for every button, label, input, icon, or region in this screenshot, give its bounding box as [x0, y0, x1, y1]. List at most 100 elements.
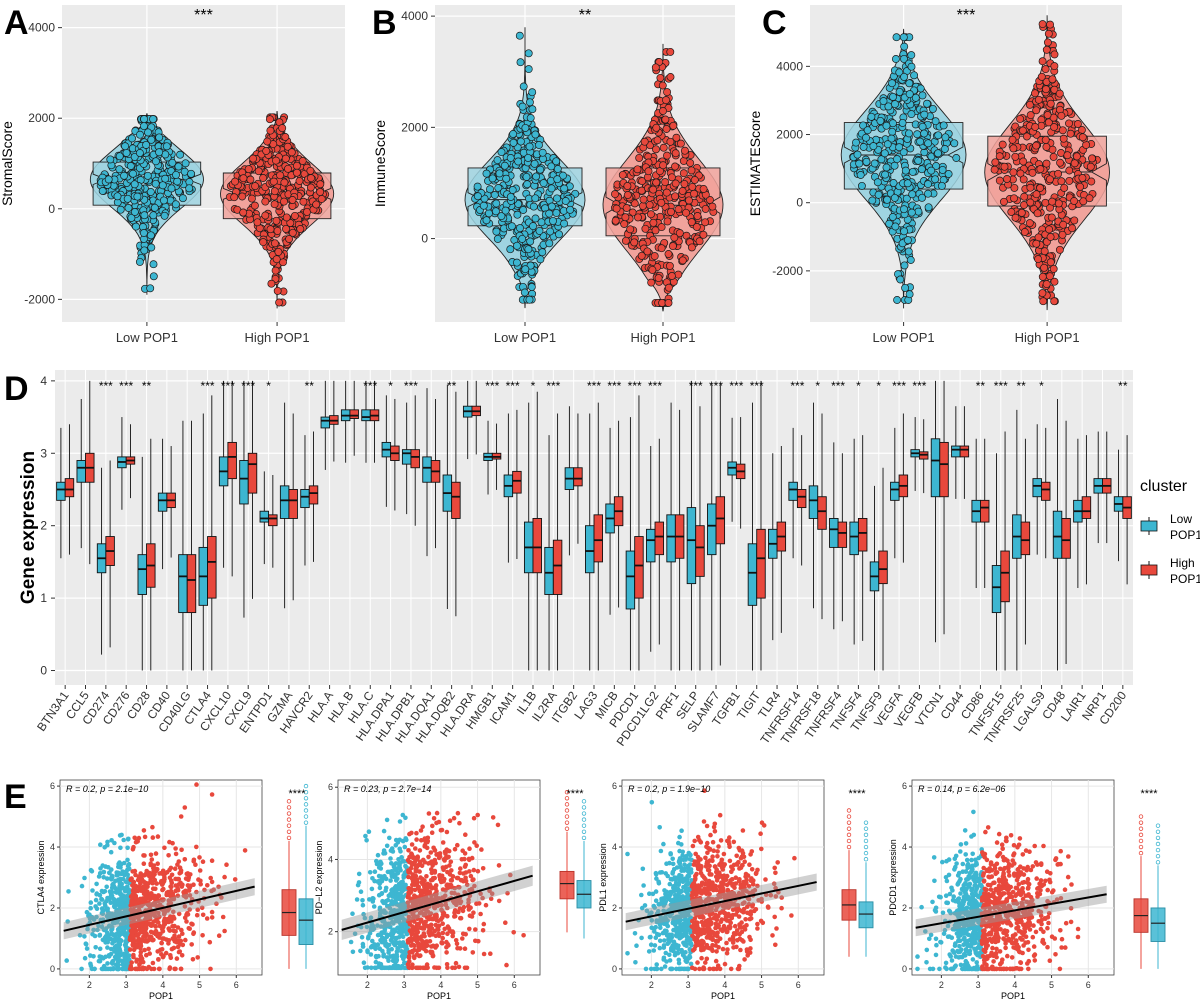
data-point: [178, 966, 184, 972]
data-point: [172, 923, 177, 929]
data-point: [449, 868, 454, 873]
data-point: [88, 953, 93, 958]
data-point: [463, 832, 468, 837]
data-point: [187, 169, 196, 178]
data-point: [179, 953, 185, 958]
data-point: [522, 172, 531, 181]
data-point: [382, 873, 387, 879]
data-point: [693, 212, 702, 220]
data-point: [536, 255, 545, 264]
data-point: [97, 932, 103, 938]
data-point: [1043, 111, 1052, 119]
data-point: [398, 965, 403, 971]
data-point: [431, 845, 436, 851]
data-point: [121, 897, 126, 903]
data-point: [154, 881, 159, 886]
data-point: [430, 823, 435, 829]
data-point: [892, 33, 901, 42]
data-point: [123, 887, 128, 892]
data-point: [888, 127, 897, 136]
box: [1052, 510, 1063, 559]
data-point: [521, 933, 526, 938]
data-point: [855, 159, 864, 168]
data-point: [238, 192, 247, 201]
data-point: [447, 818, 453, 823]
y-tick-label: 0: [796, 196, 803, 210]
data-point: [97, 946, 103, 952]
box: [1041, 481, 1051, 501]
data-point: [136, 924, 141, 929]
significance-label: ***: [689, 379, 703, 393]
data-point: [148, 862, 153, 868]
data-point: [1055, 89, 1064, 98]
data-point: [389, 887, 394, 893]
data-point: [121, 952, 126, 958]
data-point: [995, 176, 1004, 185]
data-point: [528, 105, 537, 114]
data-point: [259, 174, 268, 182]
data-point: [176, 150, 185, 159]
data-point: [113, 192, 122, 201]
data-point: [429, 949, 435, 955]
data-point: [115, 927, 121, 932]
box: [817, 496, 827, 530]
data-point: [156, 957, 161, 962]
box: [401, 449, 412, 465]
data-point: [183, 937, 188, 943]
data-point: [641, 224, 650, 233]
data-point: [659, 107, 667, 115]
data-point: [452, 965, 458, 971]
data-point: [162, 876, 167, 882]
data-point: [560, 219, 569, 228]
data-point: [685, 196, 693, 205]
data-point: [185, 912, 191, 917]
data-point: [493, 156, 502, 165]
data-point: [394, 959, 399, 964]
data-point: [914, 207, 923, 216]
data-point: [138, 877, 144, 882]
data-point: [1045, 175, 1054, 184]
data-point: [388, 856, 393, 861]
data-point: [506, 154, 515, 162]
box: [857, 517, 868, 552]
data-point: [110, 940, 115, 946]
significance-label: **: [1016, 379, 1026, 393]
data-point: [502, 174, 511, 183]
data-point: [439, 940, 445, 945]
data-point: [209, 915, 215, 920]
data-point: [393, 872, 398, 878]
data-point: [406, 848, 411, 853]
data-point: [384, 817, 390, 823]
data-point: [107, 870, 112, 876]
data-point: [372, 942, 377, 947]
box: [829, 517, 839, 548]
data-point: [316, 188, 325, 196]
data-point: [194, 782, 199, 787]
data-point: [251, 182, 260, 191]
data-point: [1046, 233, 1055, 241]
data-point: [136, 932, 141, 937]
data-point: [511, 930, 516, 935]
data-point: [1032, 106, 1041, 115]
data-point: [656, 73, 665, 82]
data-point: [888, 79, 896, 88]
data-point: [198, 882, 203, 887]
data-point: [146, 946, 151, 952]
data-point: [1063, 151, 1072, 160]
data-point: [415, 886, 421, 891]
data-point: [1045, 225, 1054, 234]
data-point: [362, 965, 368, 971]
data-point: [1026, 198, 1035, 207]
data-point: [474, 843, 480, 848]
data-point: [492, 199, 501, 208]
outlier-point: [303, 808, 309, 813]
data-point: [883, 140, 892, 149]
data-point: [167, 928, 173, 933]
data-point: [98, 842, 103, 847]
data-point: [1060, 183, 1069, 192]
data-point: [664, 283, 673, 292]
data-point: [415, 948, 420, 953]
data-point: [389, 869, 395, 874]
data-point: [105, 937, 111, 942]
